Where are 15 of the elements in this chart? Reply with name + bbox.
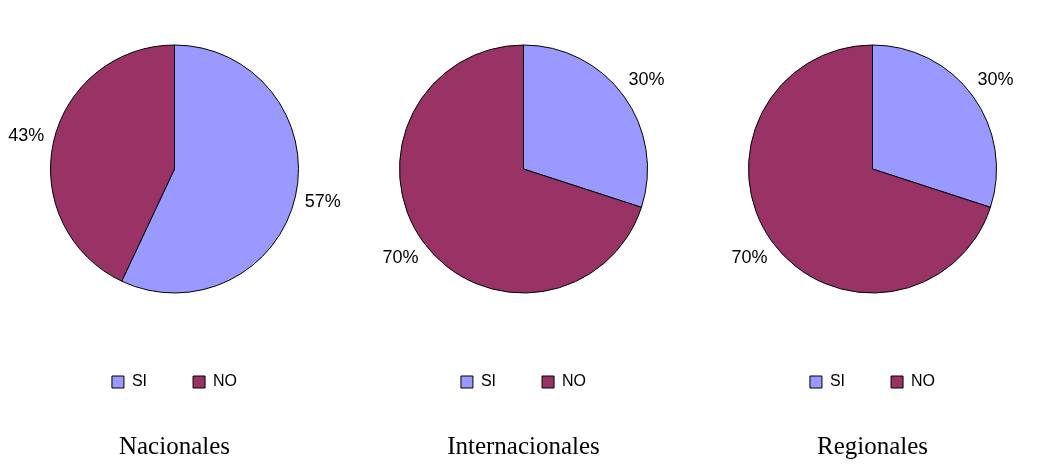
legend-label: NO <box>562 372 587 390</box>
data-label: 70% <box>731 247 768 268</box>
legend-label: SI <box>131 372 148 390</box>
legend-label: SI <box>480 372 497 390</box>
data-label: 57% <box>304 191 341 212</box>
text: Nacionales <box>117 432 232 460</box>
data-label: 43% <box>8 124 45 145</box>
data-label: 70% <box>382 247 419 268</box>
legend-label: SI <box>829 372 846 390</box>
text: Internacionales <box>446 432 601 460</box>
legend-label: NO <box>213 372 238 390</box>
legend-label: NO <box>911 372 936 390</box>
text: Regionales <box>815 432 930 460</box>
data-label: 30% <box>977 68 1014 89</box>
data-label: 30% <box>628 68 665 89</box>
